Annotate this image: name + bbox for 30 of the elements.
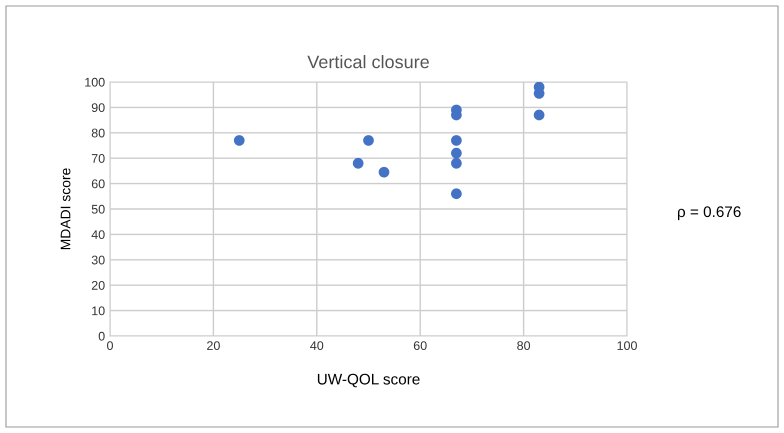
y-tick-label: 50 [92,204,105,214]
y-tick-label: 60 [92,179,105,188]
x-axis-title: UW-QOL score [318,374,420,388]
x-tick-label: 40 [310,341,324,350]
point [451,158,462,169]
y-tick-label: 80 [92,128,105,138]
x-tick-label: 60 [414,341,427,350]
x-tick-label: 20 [207,341,220,350]
point [378,166,390,178]
point [363,135,374,146]
point [451,148,462,158]
chart-title: Vertical closure [307,55,429,68]
y-axis-title: MDADI score [60,168,70,250]
y-tick-label: 90 [92,103,105,112]
point [534,110,544,120]
y-tick-label: 20 [92,281,105,290]
point [352,158,364,169]
text: ρ = 0.676 [678,206,741,220]
y-tick-label: 100 [85,78,105,87]
point [451,188,462,200]
point [451,135,462,146]
y-tick-label: 0 [98,332,105,341]
x-tick-label: 0 [107,341,113,350]
point [234,135,245,146]
y-tick-label: 30 [92,256,105,264]
y-tick-label: 40 [92,230,105,240]
y-tick-label: 10 [92,306,105,316]
x-tick-label: 100 [618,341,637,350]
x-tick-label: 80 [517,341,530,350]
y-tick-label: 70 [92,154,105,163]
